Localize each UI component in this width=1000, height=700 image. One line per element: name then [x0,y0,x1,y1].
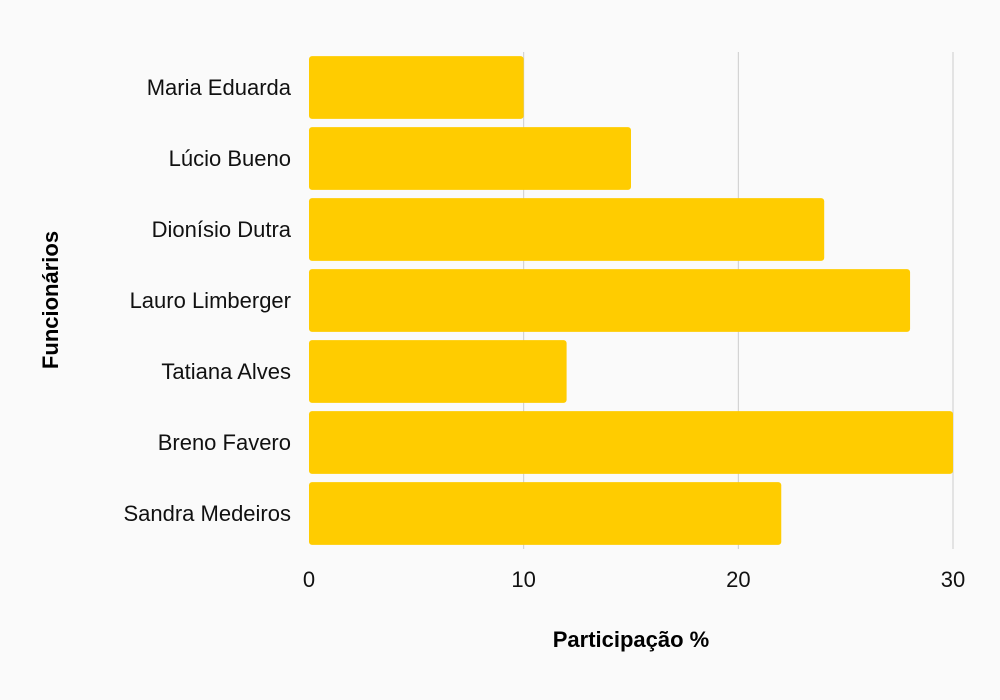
y-tick-label: Tatiana Alves [161,359,291,384]
y-tick-label: Breno Favero [158,430,291,455]
y-tick-label: Maria Eduarda [147,75,292,100]
bars [309,56,953,545]
x-tick-label: 30 [941,567,965,592]
bar[interactable] [309,127,631,190]
y-tick-label: Dionísio Dutra [152,217,292,242]
bar[interactable] [309,198,825,261]
bar[interactable] [309,411,953,474]
y-tick-label: Lauro Limberger [130,288,291,313]
bar[interactable] [309,56,524,119]
x-tick-label: 0 [303,567,315,592]
y-tick-label: Lúcio Bueno [169,146,291,171]
x-tick-label: 10 [511,567,535,592]
y-axis-ticks: Maria Eduarda Lúcio Bueno Dionísio Dutra La… [123,75,291,526]
y-tick-label: Sandra Medeiros [123,501,291,526]
bar[interactable] [309,340,567,403]
x-axis-ticks: 0 10 20 30 [303,567,965,592]
x-tick-label: 20 [726,567,750,592]
bar[interactable] [309,269,911,332]
x-axis-title: Participação % [553,627,710,652]
y-axis-title: Funcionários [38,231,63,369]
bar[interactable] [309,482,782,545]
